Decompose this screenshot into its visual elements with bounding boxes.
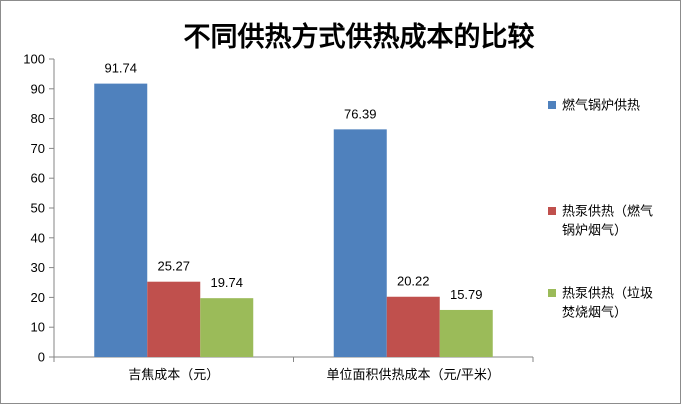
y-tick-label: 20	[31, 290, 45, 305]
chart-title: 不同供热方式供热成本的比较	[184, 21, 535, 53]
y-tick-label: 70	[31, 141, 45, 156]
legend-swatch	[548, 289, 556, 297]
bar	[386, 296, 440, 357]
y-tick-label: 40	[31, 230, 45, 245]
data-label: 19.74	[210, 275, 243, 290]
y-tick-label: 90	[31, 81, 45, 96]
bar	[147, 281, 201, 357]
data-label: 20.22	[397, 274, 430, 289]
legend-label: 焚烧烟气）	[562, 305, 627, 321]
legend-label: 锅炉烟气）	[562, 223, 627, 239]
y-tick-label: 60	[31, 171, 45, 186]
y-tick-label: 0	[38, 350, 45, 365]
x-category-label: 吉焦成本（元）	[128, 368, 219, 383]
y-tick-label: 100	[23, 52, 45, 67]
bar	[439, 309, 493, 357]
bar	[94, 83, 148, 357]
axes: 0 10 20 30 40 50 60 70 80 90 100 吉焦成本（元） 单位面积供热成本（元/…	[23, 52, 534, 383]
bar	[333, 129, 387, 357]
bar	[200, 298, 254, 357]
legend-swatch	[548, 101, 556, 109]
data-label: 76.39	[344, 106, 377, 121]
legend-swatch	[548, 207, 556, 215]
y-tick-label: 30	[31, 260, 45, 275]
data-labels: 91.74 25.27 19.74 76.39 20.22 15.79	[104, 61, 482, 302]
data-label: 91.74	[104, 61, 137, 76]
y-tick-label: 10	[31, 320, 45, 335]
legend-label: 燃气锅炉供热	[562, 98, 640, 114]
y-tick-label: 80	[31, 111, 45, 126]
data-label: 25.27	[157, 259, 190, 274]
bars	[94, 83, 493, 357]
y-tick-label: 50	[31, 201, 45, 216]
legend-label: 热泵供热（燃气	[562, 204, 653, 220]
data-label: 15.79	[450, 287, 483, 302]
x-category-label: 单位面积供热成本（元/平米）	[327, 368, 500, 383]
legend-label: 热泵供热（垃圾	[562, 287, 653, 302]
